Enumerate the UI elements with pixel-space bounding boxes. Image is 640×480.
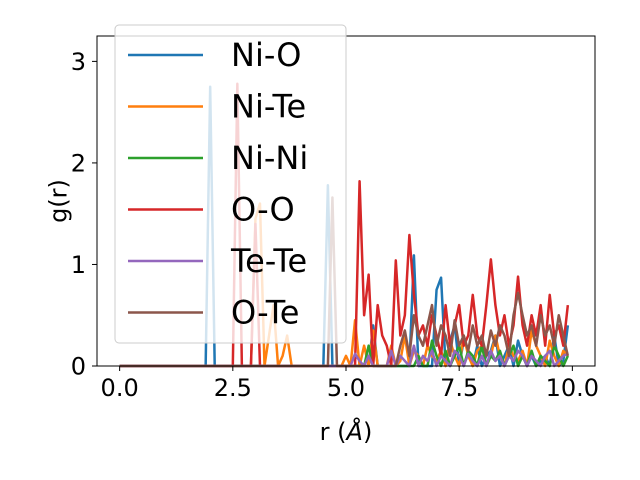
x-tick-label: 10.0: [546, 374, 599, 402]
y-tick-label: 2: [71, 149, 86, 177]
legend-label: O-Te: [231, 294, 299, 332]
legend-label: Ni-Te: [231, 88, 306, 126]
y-axis-label: g(r): [44, 179, 72, 223]
y-tick-label: 1: [71, 251, 86, 279]
legend: Ni-O Ni-Te Ni-Ni O-O Te-Te O-Te: [114, 24, 347, 344]
x-tick-label: 7.5: [440, 374, 478, 402]
legend-box: [114, 24, 347, 344]
legend-item-ni-te: Ni-Te: [128, 88, 306, 126]
legend-item-o-te: O-Te: [128, 294, 299, 332]
legend-label: Te-Te: [230, 242, 307, 280]
legend-label: Ni-Ni: [231, 139, 308, 177]
legend-label: O-O: [231, 191, 295, 229]
y-tick-label: 3: [71, 48, 86, 76]
x-tick-label: 0.0: [101, 374, 139, 402]
legend-item-te-te: Te-Te: [128, 242, 307, 280]
ticks: 0.0 2.5 5.0 7.5 10.0 0 1 2 3: [71, 48, 599, 402]
y-tick-label: 0: [71, 353, 86, 381]
x-tick-label: 5.0: [327, 374, 365, 402]
legend-item-o-o: O-O: [128, 191, 295, 229]
x-tick-label: 2.5: [214, 374, 252, 402]
legend-item-ni-o: Ni-O: [128, 36, 301, 74]
legend-label: Ni-O: [231, 36, 301, 74]
x-axis-label: r (Å): [320, 417, 373, 446]
legend-item-ni-ni: Ni-Ni: [128, 139, 308, 177]
